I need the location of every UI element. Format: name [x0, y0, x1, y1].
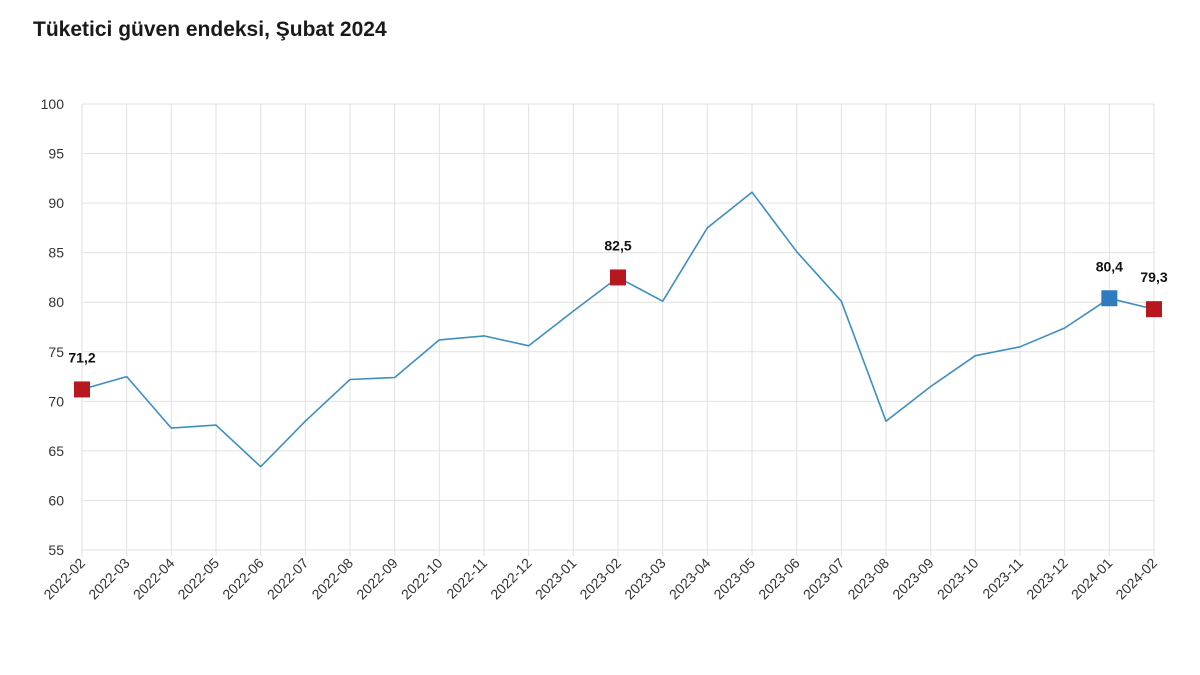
x-tick-label: 2022-07: [264, 555, 312, 603]
x-tick-label: 2022-05: [174, 555, 222, 603]
highlight-marker: [610, 269, 626, 286]
x-tick-label: 2023-03: [621, 555, 669, 603]
y-tick-label: 95: [48, 146, 64, 162]
y-tick-label: 60: [48, 492, 64, 508]
x-tick-label: 2023-09: [889, 555, 937, 603]
chart-title: Tüketici güven endeksi, Şubat 2024: [33, 18, 387, 41]
x-tick-label: 2022-04: [130, 555, 178, 603]
x-tick-label: 2022-09: [353, 555, 401, 603]
x-tick-label: 2023-12: [1023, 555, 1071, 603]
y-tick-label: 90: [48, 195, 64, 211]
y-tick-label: 75: [48, 344, 64, 360]
x-tick-label: 2023-05: [710, 555, 758, 603]
x-tick-label: 2022-03: [85, 555, 133, 603]
y-tick-label: 85: [48, 245, 64, 261]
y-tick-label: 100: [41, 96, 65, 112]
x-tick-label: 2022-08: [308, 555, 356, 603]
y-tick-label: 55: [48, 542, 64, 558]
y-tick-label: 65: [48, 443, 64, 459]
data-label: 79,3: [1140, 269, 1167, 285]
x-tick-label: 2022-06: [219, 555, 267, 603]
x-tick-label: 2022-02: [40, 555, 88, 603]
x-tick-label: 2023-02: [576, 555, 624, 603]
data-label: 80,4: [1096, 258, 1123, 274]
x-tick-label: 2023-01: [532, 555, 580, 603]
y-tick-label: 70: [48, 393, 64, 409]
x-tick-label: 2023-06: [755, 555, 803, 603]
x-tick-label: 2024-01: [1068, 555, 1116, 603]
x-tick-label: 2024-02: [1112, 555, 1160, 603]
x-tick-label: 2023-10: [934, 555, 982, 603]
data-label: 82,5: [604, 237, 631, 253]
x-tick-label: 2022-11: [443, 555, 490, 602]
highlight-marker: [1101, 290, 1118, 307]
y-tick-label: 80: [48, 294, 64, 310]
highlight-marker: [74, 381, 90, 398]
x-tick-label: 2023-07: [800, 555, 848, 603]
x-tick-label: 2022-10: [398, 555, 446, 603]
x-tick-label: 2023-11: [979, 555, 1026, 602]
x-tick-label: 2022-12: [487, 555, 535, 603]
x-tick-label: 2023-04: [666, 555, 714, 603]
highlight-marker: [1146, 301, 1162, 318]
x-tick-label: 2023-08: [844, 555, 892, 603]
data-label: 71,2: [68, 349, 95, 365]
